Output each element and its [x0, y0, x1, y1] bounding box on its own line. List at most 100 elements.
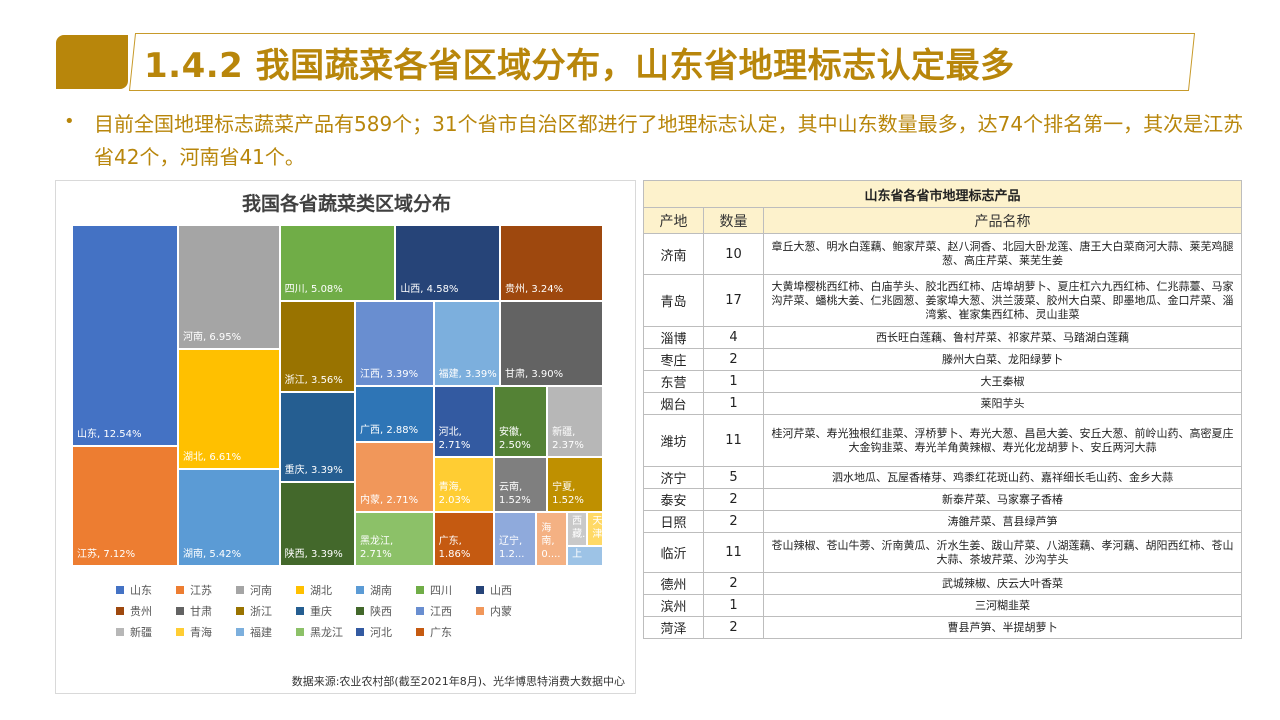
legend-swatch [236, 585, 244, 594]
shandong-products-table-panel: 山东省各省市地理标志产品 产地 数量 产品名称 济南 10 章丘大葱、明水白莲藕、鲍… [642, 180, 1243, 639]
treemap-tile-广东: 广东, 1.86% [433, 511, 494, 566]
treemap-tile-label: 内蒙, 2.71% [359, 494, 419, 506]
row-products: 曹县芦笋、半提胡萝卜 [762, 616, 1243, 639]
legend-item-陕西: 陕西 [356, 603, 416, 619]
row-products: 大王秦椒 [762, 370, 1243, 393]
chart-source: 数据来源:农业农村部(截至2021年8月)、光华博思特消费大数据中心 [291, 675, 625, 688]
legend-item-四川: 四川 [416, 582, 476, 598]
legend-item-湖北: 湖北 [296, 582, 356, 598]
shandong-products-table: 山东省各省市地理标志产品 产地 数量 产品名称 济南 10 章丘大葱、明水白莲藕、鲍… [642, 180, 1243, 639]
row-count: 10 [703, 233, 764, 275]
table-body: 济南 10 章丘大葱、明水白莲藕、鲍家芹菜、赵八洞香、北园大卧龙莲、唐王大白菜商河大… [643, 233, 1243, 639]
legend-item-河南: 河南 [236, 582, 296, 598]
table-row: 临沂 11 苍山辣椒、苍山牛蒡、沂南黄瓜、沂水生姜、跋山芹菜、八湖莲藕、孝河藕、胡阳… [643, 532, 1243, 573]
treemap-tile-内蒙: 内蒙, 2.71% [354, 442, 434, 512]
legend-label: 河北 [370, 625, 392, 639]
treemap-tile-label: 河南, 6.95% [182, 331, 242, 343]
treemap-tile-label: 海 南, 0.... [541, 522, 561, 560]
treemap-tile-label: 广东, 1.86% [438, 535, 471, 560]
treemap-tile-label: 云南, 1.52% [498, 481, 531, 506]
legend-item-江苏: 江苏 [176, 582, 236, 598]
treemap-chart-panel: 我国各省蔬菜类区域分布 山东, 12.54% 江苏, 7.12% 河南, 6.95%… [55, 180, 636, 694]
legend-swatch [356, 627, 364, 636]
bullet-icon: • [64, 111, 75, 132]
treemap-tile-label: 贵州, 3.24% [504, 284, 564, 295]
treemap-tile-label: 山西, 4.58% [400, 284, 459, 295]
legend-label: 贵州 [130, 604, 152, 618]
table-caption: 山东省各省市地理标志产品 [642, 180, 1243, 208]
page-subtitle: 目前全国地理标志蔬菜产品有589个；31个省市自治区都进行了地理标志认定，其中山… [94, 112, 1244, 169]
legend-swatch [296, 627, 304, 636]
treemap-tile-label: 福建, 3.39% [438, 368, 497, 380]
treemap-tile-label: 新疆, 2.37% [552, 427, 584, 451]
legend-label: 青海 [190, 625, 212, 639]
legend-label: 新疆 [130, 625, 152, 639]
legend-label: 江苏 [190, 583, 212, 597]
legend-swatch [116, 606, 124, 615]
legend-swatch [176, 606, 184, 615]
treemap-tile-山东: 山东, 12.54% [72, 225, 178, 446]
table-row: 滨州 1 三河糊韭菜 [643, 594, 1243, 617]
legend-swatch [176, 627, 184, 636]
treemap-tile-海南: 海 南, 0.... [536, 511, 568, 566]
row-count: 2 [703, 348, 764, 371]
header-count: 数量 [703, 207, 764, 234]
treemap-tile-天津: 天 津... [587, 511, 603, 546]
treemap-tile-label: 甘肃, 3.90% [504, 368, 564, 380]
row-count: 11 [703, 414, 764, 467]
treemap-tile-西藏: 西 藏... [567, 511, 588, 546]
row-count: 4 [703, 326, 764, 349]
row-count: 2 [703, 572, 764, 595]
treemap-tile-宁夏: 宁夏, 1.52% [547, 457, 603, 512]
legend-swatch [176, 585, 184, 594]
table-row: 日照 2 涛雒芹菜、莒县绿芦笋 [643, 510, 1243, 533]
legend-label: 山西 [490, 583, 512, 597]
row-products: 苍山辣椒、苍山牛蒡、沂南黄瓜、沂水生姜、跋山芹菜、八湖莲藕、孝河藕、胡阳西红柿、… [762, 532, 1243, 573]
treemap-tile-河南: 河南, 6.95% [177, 225, 280, 349]
table-row: 东营 1 大王秦椒 [643, 370, 1243, 393]
row-count: 2 [703, 488, 764, 511]
treemap-tile-label: 上 [572, 548, 583, 560]
treemap-tile-label: 江苏, 7.12% [77, 548, 136, 560]
legend-item-江西: 江西 [416, 603, 476, 619]
row-count: 5 [703, 466, 764, 489]
treemap-tile-湖北: 湖北, 6.61% [177, 348, 280, 469]
row-products: 泗水地瓜、瓦屋香椿芽、鸡黍红花斑山药、嘉祥细长毛山药、金乡大蒜 [762, 466, 1243, 489]
row-origin: 济南 [643, 233, 704, 275]
legend-label: 浙江 [250, 604, 272, 618]
treemap-tile-浙江: 浙江, 3.56% [279, 301, 355, 392]
legend-swatch [476, 606, 484, 615]
legend-item-重庆: 重庆 [296, 603, 356, 619]
table-row: 潍坊 11 桂河芹菜、寿光独根红韭菜、浮桥萝卜、寿光大葱、昌邑大姜、安丘大葱、前岭山… [643, 414, 1243, 467]
treemap-tile-label: 安徽, 2.50% [498, 427, 531, 451]
row-products: 涛雒芹菜、莒县绿芦笋 [762, 510, 1243, 533]
row-origin: 潍坊 [643, 414, 704, 467]
legend-item-广东: 广东 [416, 624, 476, 640]
page-title: 1.4.2 我国蔬菜各省区域分布，山东省地理标志认定最多 [144, 46, 1015, 86]
treemap-tile-云南: 云南, 1.52% [493, 457, 548, 512]
treemap-tile-label: 江西, 3.39% [359, 368, 419, 380]
row-count: 2 [703, 616, 764, 639]
table-row: 济宁 5 泗水地瓜、瓦屋香椿芽、鸡黍红花斑山药、嘉祥细长毛山药、金乡大蒜 [643, 466, 1243, 489]
treemap-tile-湖南: 湖南, 5.42% [177, 468, 280, 566]
table-row: 枣庄 2 滕州大白菜、龙阳绿萝卜 [643, 348, 1243, 371]
treemap-tile-label: 陕西, 3.39% [284, 548, 343, 560]
table-row: 菏泽 2 曹县芦笋、半提胡萝卜 [643, 616, 1243, 639]
legend-item-新疆: 新疆 [116, 624, 176, 640]
row-count: 1 [703, 370, 764, 393]
legend-item-福建: 福建 [236, 624, 296, 640]
row-origin: 泰安 [643, 488, 704, 511]
treemap-tile-安徽: 安徽, 2.50% [493, 385, 548, 457]
legend-label: 甘肃 [190, 604, 212, 618]
legend-label: 江西 [430, 604, 452, 618]
treemap-tile-青海: 青海, 2.03% [433, 457, 494, 512]
treemap-tile-label: 西 藏... [572, 515, 586, 540]
legend-item-湖南: 湖南 [356, 582, 416, 598]
row-origin: 临沂 [643, 532, 704, 573]
treemap-tile-山西: 山西, 4.58% [395, 225, 500, 301]
legend-swatch [116, 585, 124, 594]
table-row: 青岛 17 大黄埠樱桃西红柿、白庙芋头、胶北西红柿、店埠胡萝卜、夏庄杠六九西红柿、仁… [643, 274, 1243, 327]
treemap-tile-label: 宁夏, 1.52% [552, 481, 584, 506]
header-origin: 产地 [643, 207, 704, 234]
legend-item-河北: 河北 [356, 624, 416, 640]
